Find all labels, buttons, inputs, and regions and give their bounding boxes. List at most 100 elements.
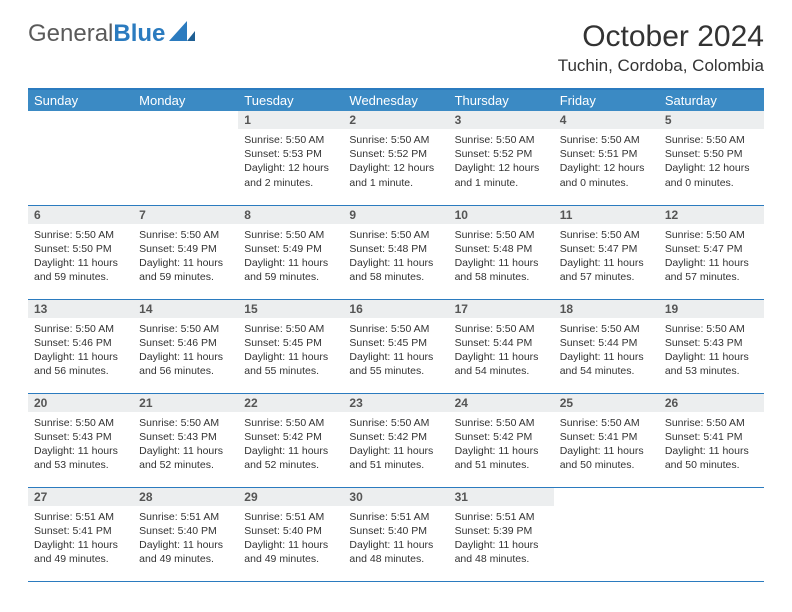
calendar-cell: 22Sunrise: 5:50 AMSunset: 5:42 PMDayligh… — [238, 393, 343, 487]
daylight-value: 11 hours and 58 minutes. — [349, 257, 433, 283]
sunset-value: 5:41 PM — [703, 431, 742, 443]
sunrise-value: 5:51 AM — [391, 511, 430, 523]
day-number: 30 — [343, 488, 448, 506]
sunset-value: 5:40 PM — [388, 525, 427, 537]
daylight-line: Daylight: 11 hours and 48 minutes. — [455, 538, 548, 566]
day-header-mon: Monday — [133, 89, 238, 111]
sunrise-line: Sunrise: 5:51 AM — [34, 510, 127, 524]
day-number: 20 — [28, 394, 133, 412]
logo: GeneralBlue — [28, 20, 195, 48]
day-details: Sunrise: 5:50 AMSunset: 5:52 PMDaylight:… — [343, 129, 448, 196]
daylight-line: Daylight: 12 hours and 0 minutes. — [665, 161, 758, 189]
sunrise-value: 5:51 AM — [286, 511, 325, 523]
day-details: Sunrise: 5:50 AMSunset: 5:47 PMDaylight:… — [659, 224, 764, 291]
calendar-cell: 29Sunrise: 5:51 AMSunset: 5:40 PMDayligh… — [238, 487, 343, 581]
calendar-cell: 19Sunrise: 5:50 AMSunset: 5:43 PMDayligh… — [659, 299, 764, 393]
day-number: 7 — [133, 206, 238, 224]
day-number: 21 — [133, 394, 238, 412]
daylight-value: 11 hours and 59 minutes. — [34, 257, 118, 283]
sunrise-line: Sunrise: 5:50 AM — [665, 228, 758, 242]
daylight-line: Daylight: 11 hours and 49 minutes. — [244, 538, 337, 566]
calendar-cell: 11Sunrise: 5:50 AMSunset: 5:47 PMDayligh… — [554, 205, 659, 299]
daylight-line: Daylight: 11 hours and 49 minutes. — [139, 538, 232, 566]
daylight-value: 11 hours and 51 minutes. — [349, 445, 433, 471]
daylight-line: Daylight: 11 hours and 53 minutes. — [34, 444, 127, 472]
month-title: October 2024 — [558, 20, 764, 54]
daylight-value: 11 hours and 52 minutes. — [139, 445, 223, 471]
sunset-line: Sunset: 5:39 PM — [455, 524, 548, 538]
daylight-value: 11 hours and 52 minutes. — [244, 445, 328, 471]
calendar-cell: 1Sunrise: 5:50 AMSunset: 5:53 PMDaylight… — [238, 111, 343, 205]
day-details: Sunrise: 5:50 AMSunset: 5:49 PMDaylight:… — [133, 224, 238, 291]
day-number: 26 — [659, 394, 764, 412]
daylight-line: Daylight: 11 hours and 59 minutes. — [244, 256, 337, 284]
sunset-line: Sunset: 5:41 PM — [665, 430, 758, 444]
calendar-cell: 17Sunrise: 5:50 AMSunset: 5:44 PMDayligh… — [449, 299, 554, 393]
daylight-value: 11 hours and 49 minutes. — [139, 539, 223, 565]
day-number: 22 — [238, 394, 343, 412]
daylight-line: Daylight: 11 hours and 58 minutes. — [349, 256, 442, 284]
day-number: 9 — [343, 206, 448, 224]
sunset-value: 5:51 PM — [598, 148, 637, 160]
calendar-cell: 16Sunrise: 5:50 AMSunset: 5:45 PMDayligh… — [343, 299, 448, 393]
sunrise-line: Sunrise: 5:51 AM — [455, 510, 548, 524]
sunrise-value: 5:50 AM — [496, 134, 535, 146]
day-details: Sunrise: 5:51 AMSunset: 5:40 PMDaylight:… — [133, 506, 238, 573]
sunrise-line: Sunrise: 5:50 AM — [455, 133, 548, 147]
sunrise-line: Sunrise: 5:50 AM — [139, 228, 232, 242]
daylight-value: 11 hours and 59 minutes. — [139, 257, 223, 283]
calendar-cell — [133, 111, 238, 205]
sunrise-line: Sunrise: 5:50 AM — [560, 228, 653, 242]
sunset-line: Sunset: 5:53 PM — [244, 147, 337, 161]
day-details: Sunrise: 5:50 AMSunset: 5:51 PMDaylight:… — [554, 129, 659, 196]
day-number: 15 — [238, 300, 343, 318]
sunset-line: Sunset: 5:51 PM — [560, 147, 653, 161]
sunset-value: 5:53 PM — [283, 148, 322, 160]
sunrise-value: 5:50 AM — [391, 323, 430, 335]
sunset-value: 5:47 PM — [598, 243, 637, 255]
sunrise-line: Sunrise: 5:51 AM — [349, 510, 442, 524]
day-details: Sunrise: 5:50 AMSunset: 5:42 PMDaylight:… — [449, 412, 554, 479]
location: Tuchin, Cordoba, Colombia — [558, 56, 764, 76]
day-details: Sunrise: 5:50 AMSunset: 5:43 PMDaylight:… — [659, 318, 764, 385]
sunrise-value: 5:50 AM — [181, 323, 220, 335]
sunset-value: 5:49 PM — [178, 243, 217, 255]
sunset-value: 5:52 PM — [493, 148, 532, 160]
day-number: 14 — [133, 300, 238, 318]
day-number: 11 — [554, 206, 659, 224]
calendar-cell: 18Sunrise: 5:50 AMSunset: 5:44 PMDayligh… — [554, 299, 659, 393]
daylight-value: 11 hours and 54 minutes. — [560, 351, 644, 377]
sunset-value: 5:44 PM — [598, 337, 637, 349]
sunrise-line: Sunrise: 5:50 AM — [665, 133, 758, 147]
sunrise-line: Sunrise: 5:50 AM — [244, 416, 337, 430]
day-header-fri: Friday — [554, 89, 659, 111]
sunrise-value: 5:50 AM — [496, 323, 535, 335]
calendar-cell: 13Sunrise: 5:50 AMSunset: 5:46 PMDayligh… — [28, 299, 133, 393]
sunset-value: 5:39 PM — [493, 525, 532, 537]
daylight-value: 12 hours and 0 minutes. — [665, 162, 750, 188]
day-number: 29 — [238, 488, 343, 506]
day-number: 12 — [659, 206, 764, 224]
sunset-line: Sunset: 5:45 PM — [244, 336, 337, 350]
daylight-value: 11 hours and 59 minutes. — [244, 257, 328, 283]
calendar-cell: 14Sunrise: 5:50 AMSunset: 5:46 PMDayligh… — [133, 299, 238, 393]
calendar-row: 1Sunrise: 5:50 AMSunset: 5:53 PMDaylight… — [28, 111, 764, 205]
sunset-line: Sunset: 5:48 PM — [349, 242, 442, 256]
daylight-line: Daylight: 11 hours and 58 minutes. — [455, 256, 548, 284]
day-details: Sunrise: 5:51 AMSunset: 5:40 PMDaylight:… — [238, 506, 343, 573]
sunrise-line: Sunrise: 5:50 AM — [560, 416, 653, 430]
calendar-cell: 26Sunrise: 5:50 AMSunset: 5:41 PMDayligh… — [659, 393, 764, 487]
daylight-value: 11 hours and 50 minutes. — [665, 445, 749, 471]
daylight-value: 11 hours and 48 minutes. — [349, 539, 433, 565]
sunset-value: 5:45 PM — [283, 337, 322, 349]
day-details: Sunrise: 5:50 AMSunset: 5:46 PMDaylight:… — [133, 318, 238, 385]
sunset-line: Sunset: 5:42 PM — [349, 430, 442, 444]
sunrise-line: Sunrise: 5:50 AM — [455, 322, 548, 336]
sunset-value: 5:52 PM — [388, 148, 427, 160]
sunrise-line: Sunrise: 5:50 AM — [349, 416, 442, 430]
daylight-value: 11 hours and 55 minutes. — [244, 351, 328, 377]
sunset-value: 5:50 PM — [703, 148, 742, 160]
sunset-value: 5:48 PM — [493, 243, 532, 255]
day-number: 27 — [28, 488, 133, 506]
sunrise-line: Sunrise: 5:50 AM — [244, 322, 337, 336]
